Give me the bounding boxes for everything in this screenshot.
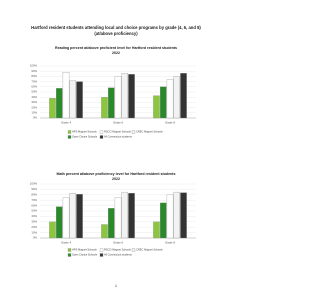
- bar: [180, 73, 187, 119]
- bar: [153, 95, 160, 119]
- chart-title: Reading percent at/above proficient leve…: [55, 46, 177, 50]
- y-tick-label: 10%: [31, 230, 37, 234]
- bar: [56, 88, 63, 119]
- legend-swatch: [99, 135, 104, 139]
- legend-swatch: [131, 130, 136, 134]
- legend-label: RSCO Magnet Schools: [104, 130, 132, 134]
- legend-swatch: [99, 130, 104, 134]
- y-tick-label: 20%: [31, 225, 37, 229]
- x-tick-label: Grade 6: [113, 241, 124, 245]
- y-tick-label: 30%: [31, 220, 37, 224]
- bar: [160, 86, 167, 119]
- legend-swatch: [67, 253, 72, 257]
- y-tick-label: 100%: [30, 64, 38, 68]
- bar: [108, 208, 115, 239]
- legend-swatch: [67, 130, 72, 134]
- y-tick-label: 0%: [33, 116, 38, 120]
- bar: [49, 221, 56, 239]
- y-tick-label: 70%: [31, 79, 37, 83]
- doc-title: (at/above proficiency): [94, 31, 138, 36]
- y-tick-label: 30%: [31, 100, 37, 104]
- bar: [173, 191, 180, 239]
- legend-label: HPS Magnet Schools: [72, 248, 97, 252]
- legend-label: All Connecticut students: [104, 253, 133, 257]
- y-tick-label: 20%: [31, 105, 37, 109]
- bar: [121, 73, 128, 119]
- y-tick-label: 80%: [31, 74, 37, 78]
- legend-swatch: [99, 248, 104, 252]
- y-tick-label: 60%: [31, 85, 37, 89]
- bar: [69, 193, 76, 239]
- bar: [180, 192, 187, 239]
- bar: [69, 80, 76, 119]
- y-tick-label: 0%: [33, 236, 38, 240]
- legend-label: CREC Magnet Schools: [136, 130, 163, 134]
- bar: [56, 206, 63, 239]
- bar: [128, 74, 135, 119]
- y-tick-label: 80%: [31, 193, 37, 197]
- legend-label: RSCO Magnet Schools: [104, 248, 132, 252]
- legend-swatch: [131, 248, 136, 252]
- x-tick-label: Grade 4: [61, 241, 72, 245]
- legend-label: HPS Magnet Schools: [72, 130, 97, 134]
- bar: [173, 76, 180, 119]
- chart-title: 2022: [112, 51, 120, 55]
- bar: [101, 97, 108, 119]
- legend-label: Open Choice Schools: [72, 135, 98, 139]
- legend-label: All Connecticut students: [104, 135, 133, 139]
- chart-title: 2022: [112, 177, 120, 181]
- bar: [62, 72, 70, 119]
- bar: [114, 76, 122, 119]
- legend-label: Open Choice Schools: [72, 253, 98, 257]
- y-tick-label: 10%: [31, 111, 37, 115]
- y-tick-label: 50%: [31, 90, 37, 94]
- y-tick-label: 90%: [31, 69, 37, 73]
- legend-swatch: [99, 253, 104, 257]
- bar: [101, 224, 108, 239]
- bar: [166, 194, 174, 239]
- bar: [108, 87, 115, 119]
- bar: [76, 194, 83, 239]
- y-tick-label: 60%: [31, 203, 37, 207]
- bar: [49, 98, 56, 119]
- x-tick-label: Grade 8: [165, 121, 176, 125]
- page-number: 1: [115, 284, 117, 288]
- x-tick-label: Grade 6: [113, 121, 124, 125]
- bar: [160, 202, 167, 239]
- legend-label: CREC Magnet Schools: [136, 248, 163, 252]
- legend-swatch: [67, 248, 72, 252]
- y-tick-label: 40%: [31, 214, 37, 218]
- x-tick-label: Grade 8: [165, 241, 176, 245]
- y-tick-label: 50%: [31, 209, 37, 213]
- y-tick-label: 90%: [31, 187, 37, 191]
- bar: [114, 197, 122, 239]
- doc-title: Hartford resident students attending loc…: [31, 25, 201, 30]
- y-tick-label: 70%: [31, 198, 37, 202]
- page: Hartford resident students attending loc…: [30, 25, 202, 288]
- bar: [121, 191, 128, 239]
- bar: [128, 193, 135, 239]
- y-tick-label: 100%: [30, 182, 38, 186]
- bar: [166, 79, 174, 119]
- chart-title: Math percent at/above proficiency level …: [56, 172, 175, 176]
- x-tick-label: Grade 4: [61, 121, 72, 125]
- y-tick-label: 40%: [31, 95, 37, 99]
- legend-swatch: [67, 135, 72, 139]
- bar: [62, 197, 70, 239]
- bar: [76, 81, 83, 119]
- bar: [153, 221, 160, 239]
